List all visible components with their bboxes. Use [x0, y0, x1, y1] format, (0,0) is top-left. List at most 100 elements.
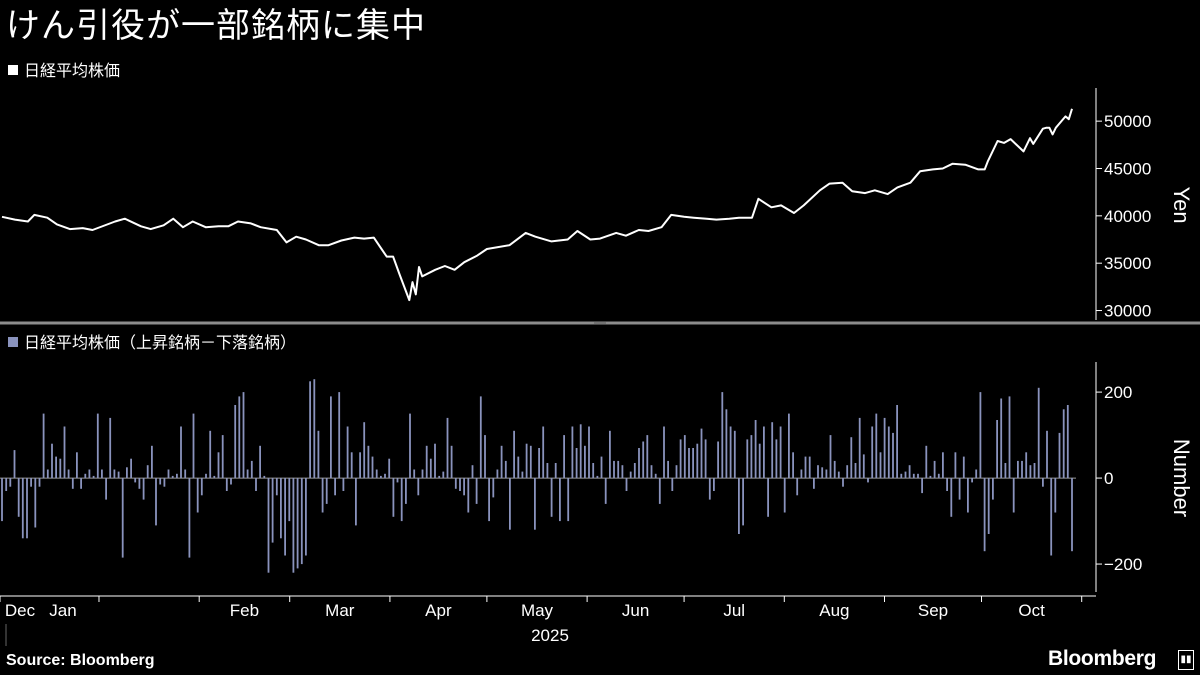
breadth-y-tick-label: 200 [1104, 383, 1132, 402]
breadth-bar [542, 426, 545, 479]
breadth-bar [96, 413, 99, 479]
breadth-bar [758, 443, 761, 479]
price-y-tick-label: 45000 [1104, 159, 1151, 178]
breadth-bar [1050, 478, 1053, 556]
breadth-bar [171, 475, 174, 478]
year-label: 2025 [531, 626, 569, 645]
breadth-bar [883, 417, 886, 479]
breadth-bar [109, 417, 112, 479]
x-tick-label: Aug [819, 601, 849, 620]
breadth-bar [1008, 396, 1011, 479]
breadth-bar [213, 475, 216, 478]
breadth-bar [862, 454, 865, 478]
breadth-bar [517, 456, 520, 479]
breadth-bar [413, 469, 416, 479]
breadth-bar [346, 426, 349, 479]
breadth-bar [429, 458, 432, 478]
breadth-bar [471, 465, 474, 479]
breadth-bar [521, 471, 524, 478]
breadth-bar [600, 456, 603, 479]
breadth-bar [829, 435, 832, 479]
breadth-bar [554, 463, 557, 478]
breadth-bar [475, 478, 478, 504]
price-y-tick-label: 50000 [1104, 112, 1151, 131]
breadth-bar [992, 478, 994, 500]
breadth-bar [196, 478, 199, 513]
breadth-bar [646, 435, 649, 479]
x-tick-label: Jul [723, 601, 745, 620]
legend-breadth: 日経平均株価（上昇銘柄－下落銘柄） [8, 333, 296, 353]
breadth-bar [46, 469, 49, 479]
price-plot [1, 108, 1073, 302]
legend-label-breadth: 日経平均株価（上昇銘柄－下落銘柄） [24, 333, 297, 352]
breadth-bar [417, 478, 420, 496]
breadth-bar [425, 445, 428, 478]
breadth-bar [375, 469, 378, 479]
breadth-bar [76, 452, 78, 479]
breadth-bar [80, 478, 82, 489]
x-tick-label: Jan [49, 601, 76, 620]
breadth-bar [900, 473, 903, 479]
breadth-bar [280, 478, 282, 539]
breadth-bar [59, 458, 62, 478]
breadth-bar [604, 478, 607, 504]
breadth-bar [1046, 430, 1048, 479]
breadth-bar [929, 475, 932, 478]
breadth-bar [138, 478, 141, 489]
breadth-bar [321, 478, 324, 513]
breadth-bar [92, 475, 95, 478]
breadth-bar [267, 478, 270, 573]
breadth-bar [1, 478, 3, 522]
breadth-bar [275, 478, 278, 496]
breadth-bar [850, 437, 853, 478]
breadth-bar [238, 396, 241, 479]
breadth-bar [800, 469, 803, 479]
x-tick-label: Oct [1018, 601, 1045, 620]
breadth-y-tick-label: 0 [1104, 469, 1113, 488]
breadth-bar [621, 465, 624, 479]
breadth-bar [833, 460, 836, 479]
breadth-bar [896, 405, 898, 479]
x-axis: Dec Jan Feb Mar Apr May Jun Jul Aug Sep Oct [0, 595, 1096, 646]
breadth-bar [750, 435, 753, 479]
breadth-bar [300, 478, 303, 565]
breadth-bar [1033, 463, 1036, 478]
breadth-bar [438, 475, 441, 478]
breadth-bar [942, 452, 944, 479]
x-tick-label: Sep [918, 601, 948, 620]
breadth-bar [496, 469, 499, 479]
breadth-bar [704, 439, 707, 479]
breadth-bar [288, 478, 291, 522]
breadth-bar [5, 478, 8, 491]
breadth-bar [842, 478, 844, 487]
breadth-bar [725, 409, 728, 479]
breadth-bar [1000, 398, 1003, 478]
breadth-bar [71, 478, 74, 489]
breadth-bar [550, 478, 553, 517]
breadth-bar [492, 478, 495, 498]
breadth-bar [101, 469, 103, 479]
breadth-bar [263, 475, 266, 478]
price-y-axis-title: Yen [1169, 186, 1194, 223]
breadth-bar [246, 469, 249, 479]
breadth-bar [708, 478, 711, 500]
breadth-bar [296, 478, 299, 569]
breadth-bar [854, 463, 857, 478]
breadth-bar [421, 469, 424, 479]
breadth-bar [733, 430, 736, 479]
breadth-bar [21, 478, 24, 539]
breadth-bar [546, 463, 549, 478]
breadth-bar [1042, 478, 1044, 487]
breadth-bar [121, 478, 124, 558]
breadth-bar [1071, 478, 1073, 552]
breadth-bar [255, 478, 257, 491]
breadth-bar [987, 478, 990, 534]
breadth-bar [184, 469, 187, 479]
breadth-bar [350, 452, 353, 479]
breadth-bar [692, 448, 694, 479]
breadth-bar [892, 432, 894, 478]
breadth-bar [971, 478, 973, 483]
breadth-bar [26, 478, 28, 539]
breadth-bar [792, 452, 794, 479]
breadth-bar [467, 478, 470, 513]
